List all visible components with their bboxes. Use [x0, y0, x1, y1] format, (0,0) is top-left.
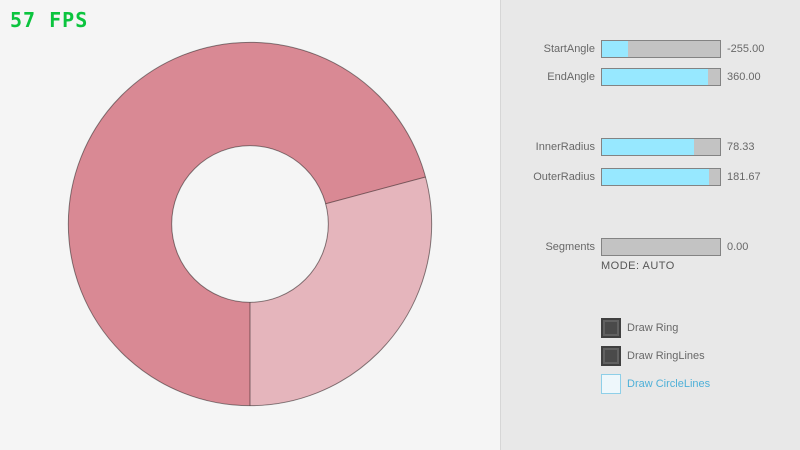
slider-label: OuterRadius [533, 171, 595, 183]
inner-radius-slider[interactable] [601, 138, 721, 156]
end-angle-slider[interactable] [601, 68, 721, 86]
slider-fill [602, 139, 695, 155]
slider-value: 78.33 [727, 141, 755, 153]
slider-label: InnerRadius [535, 141, 595, 153]
slider-fill [602, 69, 709, 85]
slider-value: -255.00 [727, 43, 765, 55]
start-angle-slider[interactable] [601, 40, 721, 58]
draw-circlelines-checkbox[interactable] [601, 374, 621, 394]
ring-outer-outline [67, 41, 433, 407]
slider-label: EndAngle [547, 71, 595, 83]
ring-light-sector [250, 176, 432, 406]
checkbox-check-mark [605, 350, 617, 362]
draw-ringlines-checkbox[interactable] [601, 346, 621, 366]
checkbox-label: Draw RingLines [627, 350, 705, 362]
slider-row: InnerRadius 78.33 [501, 138, 800, 156]
slider-label: StartAngle [543, 43, 595, 55]
slider-fill [602, 169, 710, 185]
slider-row: Segments 0.00 [501, 238, 800, 256]
segments-slider[interactable] [601, 238, 721, 256]
draw-ring-checkbox[interactable] [601, 318, 621, 338]
slider-row: EndAngle 360.00 [501, 68, 800, 86]
ring-inner-outline [171, 145, 329, 303]
ring-sector-line-start [325, 176, 426, 205]
ring-chart [67, 41, 433, 407]
slider-value: 181.67 [727, 171, 761, 183]
mode-label: MODE: AUTO [601, 260, 675, 272]
slider-value: 0.00 [727, 241, 749, 253]
slider-value: 360.00 [727, 71, 761, 83]
slider-row: OuterRadius 181.67 [501, 168, 800, 186]
slider-fill [602, 41, 628, 57]
slider-row: StartAngle -255.00 [501, 40, 800, 58]
fps-counter: 57 FPS [10, 8, 89, 32]
checkbox-label: Draw CircleLines [627, 378, 711, 390]
slider-label: Segments [545, 241, 595, 253]
checkbox-check-mark [605, 322, 617, 334]
outer-radius-slider[interactable] [601, 168, 721, 186]
checkbox-label: Draw Ring [627, 322, 679, 334]
controls-panel: StartAngle -255.00 EndAngle 360.00 Inner… [500, 0, 800, 450]
